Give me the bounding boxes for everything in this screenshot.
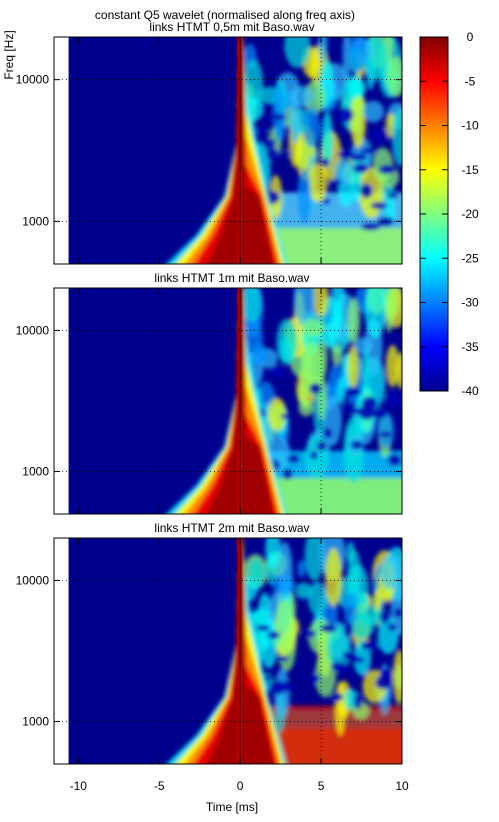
panel-frame [53, 537, 403, 765]
colorbar-tick-label: -20 [461, 207, 479, 221]
panel-title: links HTMT 1m mit Baso.wav [154, 271, 309, 285]
y-tick-label: 1000 [22, 465, 49, 479]
y-tick-label: 10000 [16, 323, 50, 337]
colorbar-tick-label: -30 [461, 296, 479, 310]
x-axis-label: Time [ms] [206, 800, 258, 814]
panel-3: links HTMT 2m mit Baso.wav 1000 10000 [16, 521, 403, 765]
x-tick-label: -5 [154, 779, 165, 793]
colorbar-tick-label: -5 [465, 74, 476, 88]
colorbar-ticks: 0 -5 -10 -15 -20 -25 -30 -35 -40 [420, 30, 479, 398]
figure-title: constant Q5 wavelet (normalised along fr… [95, 8, 355, 22]
colorbar: 0 -5 -10 -15 -20 -25 -30 -35 -40 [419, 30, 479, 398]
panels: links HTMT 0,5m mit Baso.wav100010000lin… [16, 20, 403, 765]
panel-frame [53, 287, 403, 515]
heatmap [54, 288, 402, 514]
y-axis-label: Freq [Hz] [2, 30, 16, 79]
colorbar-tick-label: 0 [467, 30, 474, 44]
panel-1: links HTMT 0,5m mit Baso.wav 1000 10000 [16, 20, 403, 265]
heatmap [54, 538, 402, 764]
y-tick-label: 10000 [16, 573, 50, 587]
colorbar-tick-label: -10 [461, 119, 479, 133]
colorbar-tick-label: -40 [461, 384, 479, 398]
panel-frame [53, 36, 403, 265]
panel-title: links HTMT 2m mit Baso.wav [154, 521, 309, 535]
colorbar-tick-label: -25 [461, 251, 479, 265]
colorbar-tick-label: -15 [461, 163, 479, 177]
x-tick-label: 10 [395, 779, 409, 793]
x-tick-label: 5 [318, 779, 325, 793]
y-tick-label: 1000 [22, 214, 49, 228]
panel-2: links HTMT 1m mit Baso.wav 1000 10000 [16, 271, 403, 515]
x-axis: -10 -5 0 5 10 [70, 779, 409, 793]
y-tick-label: 1000 [22, 715, 49, 729]
heatmap [54, 37, 402, 264]
x-tick-label: -10 [70, 779, 88, 793]
panel-title: links HTMT 0,5m mit Baso.wav [149, 20, 314, 34]
x-tick-label: 0 [237, 779, 244, 793]
colorbar-tick-label: -35 [461, 340, 479, 354]
y-tick-label: 10000 [16, 73, 50, 87]
